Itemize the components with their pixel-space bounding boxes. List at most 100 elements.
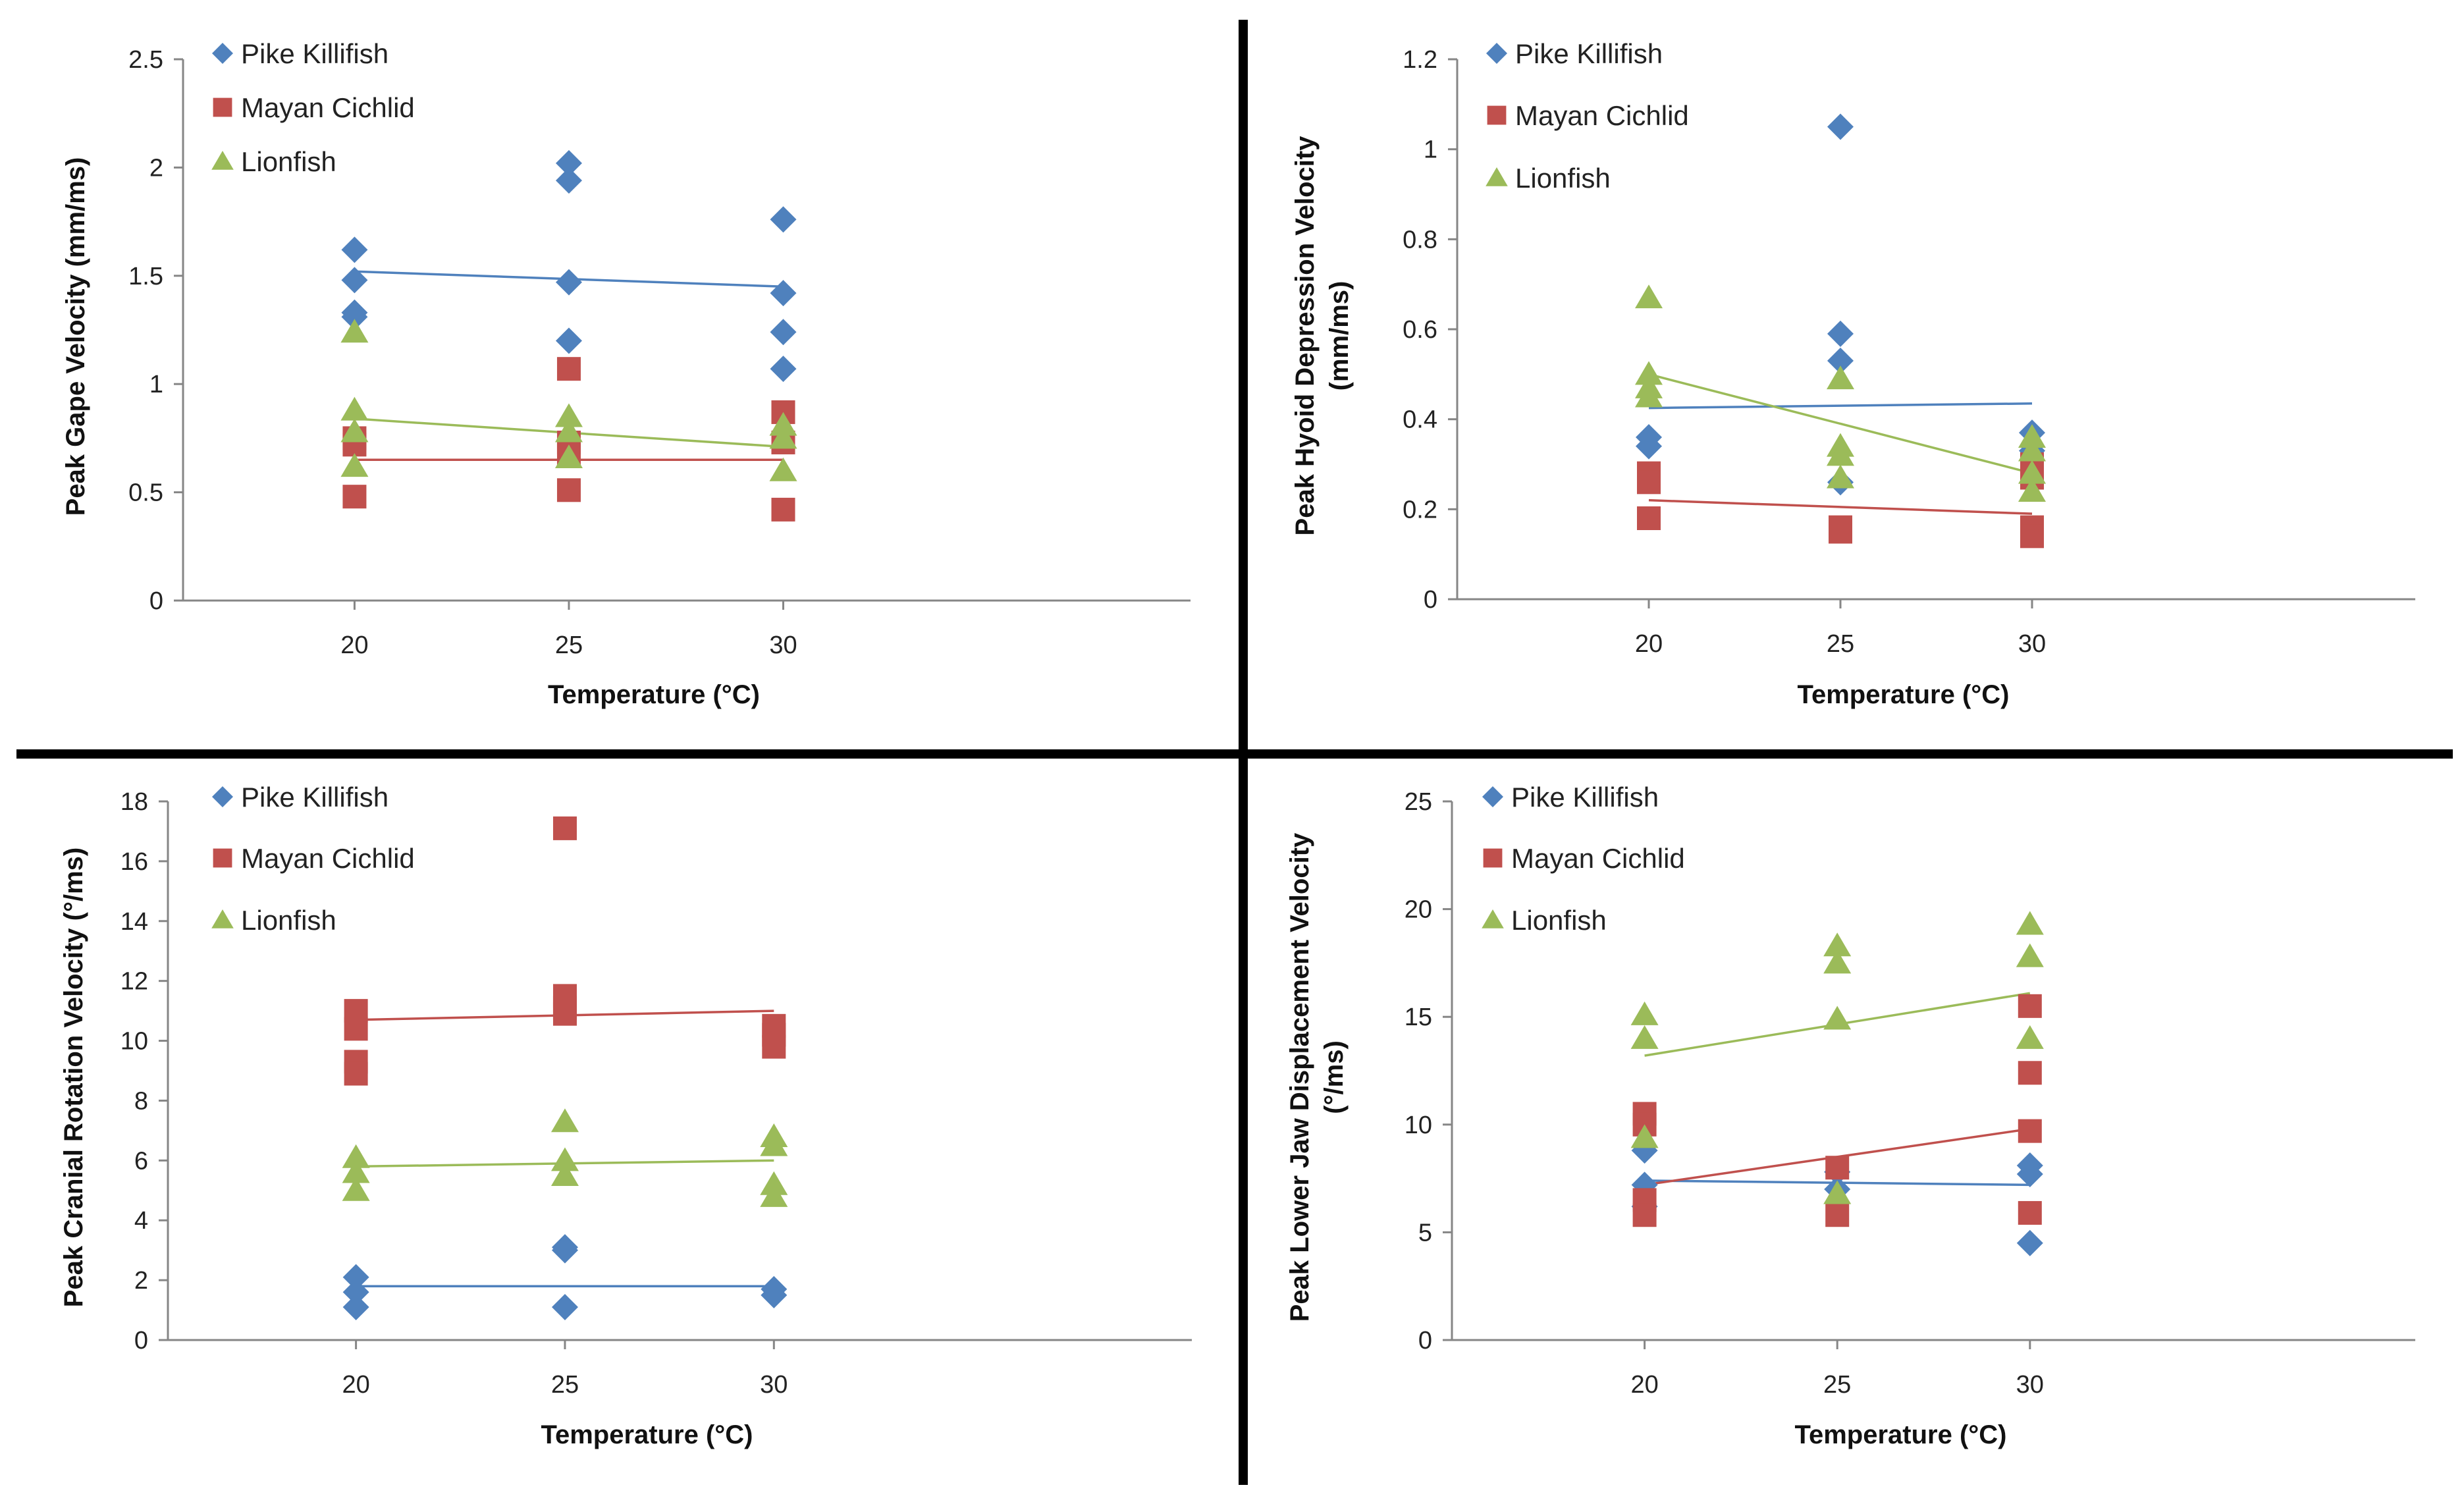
- x-axis-title: Temperature (°C): [1798, 680, 2010, 709]
- y-tick-label: 1: [149, 371, 163, 398]
- point-lionfish: [340, 453, 369, 477]
- point-mayan-cichlid: [2020, 524, 2044, 549]
- point-pike-killifish: [555, 327, 582, 354]
- x-tick-label: 20: [340, 631, 368, 659]
- point-lionfish: [340, 396, 369, 421]
- legend-label-mayan-cichlid: Mayan Cichlid: [1515, 100, 1689, 131]
- point-lionfish: [342, 1144, 370, 1168]
- point-pike-killifish: [555, 149, 582, 176]
- series-lionfish: [342, 1108, 788, 1207]
- point-mayan-cichlid: [552, 816, 577, 840]
- legend-marker-mayan-cichlid: [213, 97, 232, 117]
- point-mayan-cichlid: [1825, 1203, 1850, 1227]
- x-axis-title: Temperature (°C): [548, 680, 760, 709]
- point-mayan-cichlid: [556, 357, 581, 381]
- point-mayan-cichlid: [771, 497, 795, 522]
- legend-marker-lionfish: [1482, 909, 1504, 928]
- y-tick-label: 15: [1405, 1004, 1432, 1031]
- point-pike-killifish: [1827, 347, 1854, 374]
- point-lionfish: [1823, 1006, 1852, 1030]
- point-lionfish: [550, 1108, 579, 1133]
- point-lionfish: [1635, 383, 1663, 408]
- point-pike-killifish: [551, 1237, 578, 1264]
- point-pike-killifish: [555, 269, 582, 296]
- point-lionfish: [1630, 1124, 1659, 1148]
- y-tick-label: 20: [1405, 896, 1432, 924]
- y-tick-label: 0.6: [1403, 316, 1437, 344]
- point-pike-killifish: [551, 1294, 578, 1321]
- point-pike-killifish: [770, 319, 797, 346]
- legend-marker-pike-killifish: [1486, 43, 1507, 64]
- point-lionfish: [554, 418, 583, 443]
- y-tick-label: 0: [1424, 586, 1437, 614]
- point-mayan-cichlid: [552, 1002, 577, 1026]
- y-tick-label: 1.2: [1403, 46, 1437, 74]
- y-tick-label: 2: [134, 1267, 148, 1295]
- point-lionfish: [554, 444, 583, 468]
- trendline-mayan-cichlid: [1648, 498, 2033, 515]
- x-axis-title: Temperature (°C): [541, 1420, 753, 1449]
- y-tick-label: 2: [149, 154, 163, 182]
- x-tick-label: 30: [2018, 630, 2046, 658]
- y-tick-label: 12: [121, 968, 148, 996]
- point-pike-killifish: [341, 267, 368, 294]
- point-lionfish: [2016, 1025, 2044, 1049]
- legend-label-lionfish: Lionfish: [241, 905, 336, 936]
- point-mayan-cichlid: [2018, 1119, 2042, 1143]
- y-tick-label: 8: [134, 1087, 148, 1115]
- point-mayan-cichlid: [556, 478, 581, 502]
- series-pike-killifish: [341, 149, 797, 383]
- point-pike-killifish: [342, 1294, 369, 1321]
- point-pike-killifish: [1827, 320, 1854, 347]
- point-pike-killifish: [341, 304, 368, 331]
- point-lionfish: [760, 1132, 788, 1156]
- y-tick-label: 0: [134, 1327, 148, 1355]
- trendline-pike-killifish: [1648, 402, 2033, 410]
- point-lionfish: [554, 403, 583, 427]
- point-lionfish: [2018, 478, 2046, 502]
- point-pike-killifish: [341, 236, 368, 263]
- y-tick-label: 0: [149, 587, 163, 615]
- x-tick-label: 20: [1635, 630, 1663, 658]
- series-pike-killifish: [342, 1234, 788, 1321]
- legend-label-mayan-cichlid: Mayan Cichlid: [241, 92, 415, 123]
- point-lionfish: [1630, 1025, 1659, 1049]
- point-lionfish: [1630, 1001, 1659, 1025]
- legend-marker-lionfish: [1486, 167, 1508, 186]
- series-lionfish: [1630, 911, 2044, 1204]
- point-lionfish: [1823, 932, 1852, 957]
- y-axis-title: Peak Lower Jaw Displacement Velocity (°/m…: [1285, 832, 1349, 1322]
- y-axis-title-line: Peak Gape Velocity (mm/ms): [61, 157, 90, 516]
- y-axis-title-line: (mm/ms): [1325, 281, 1354, 391]
- point-lionfish: [769, 412, 797, 436]
- legend-label-lionfish: Lionfish: [241, 146, 336, 177]
- legend-marker-mayan-cichlid: [1483, 848, 1503, 868]
- y-axis-title-line: Peak Hyoid Depression Velocity: [1291, 136, 1320, 536]
- point-lionfish: [1635, 284, 1663, 309]
- point-mayan-cichlid: [342, 485, 367, 509]
- series-mayan-cichlid: [1632, 994, 2042, 1227]
- point-pike-killifish: [1827, 113, 1854, 140]
- chart-peak-gape-velocity: 0 0.5 1 1.5 2 2.5 20 25 30 Temperature (°C) Peak G…: [61, 38, 1191, 709]
- point-lionfish: [1827, 442, 1854, 466]
- x-tick-label: 25: [1823, 1371, 1851, 1399]
- legend-label-pike-killifish: Pike Killifish: [1511, 782, 1659, 813]
- chart-peak-lower-jaw-displacement-velocity: 0 5 10 15 20 25 20 25 30 Temperature (°C) Peak Low…: [1285, 782, 2415, 1449]
- point-mayan-cichlid: [1632, 1203, 1657, 1227]
- point-mayan-cichlid: [1637, 470, 1661, 495]
- x-axis-title: Temperature (°C): [1795, 1420, 2007, 1449]
- y-tick-label: 2.5: [128, 46, 163, 74]
- point-lionfish: [1823, 1180, 1852, 1204]
- point-pike-killifish: [2016, 1229, 2043, 1256]
- x-tick-label: 20: [342, 1371, 369, 1399]
- point-lionfish: [342, 1177, 370, 1201]
- legend-marker-mayan-cichlid: [213, 848, 232, 868]
- point-mayan-cichlid: [1829, 520, 1852, 544]
- y-tick-label: 16: [121, 848, 148, 876]
- point-lionfish: [340, 319, 369, 343]
- y-tick-label: 10: [1405, 1112, 1432, 1139]
- legend: Pike Killifish Mayan Cichlid Lionfish: [1486, 38, 1689, 194]
- point-lionfish: [340, 418, 369, 443]
- legend-label-mayan-cichlid: Mayan Cichlid: [241, 843, 415, 874]
